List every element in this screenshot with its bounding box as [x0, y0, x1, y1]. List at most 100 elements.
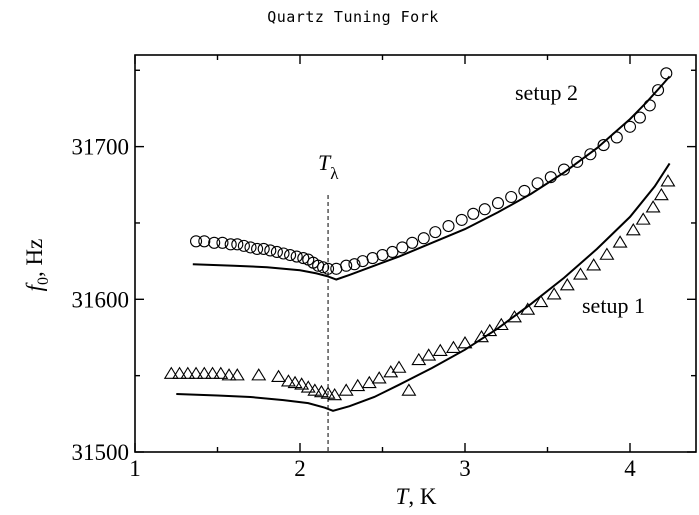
setup1-point: [294, 377, 310, 390]
setup2-point: [597, 139, 610, 152]
setup1-point: [327, 387, 343, 401]
setup2-point: [198, 235, 211, 248]
setup1-point: [445, 340, 461, 353]
setup1-point: [205, 366, 221, 379]
setup1-point: [474, 329, 489, 343]
setup1-point: [350, 378, 366, 392]
model-curve-3: [176, 162, 671, 412]
setup1-point: [221, 368, 237, 381]
setup2-point: [264, 244, 277, 257]
setup2-point: [224, 238, 237, 251]
setup2-point: [251, 242, 264, 255]
setup2-point: [455, 213, 468, 226]
setup1-point: [546, 287, 562, 300]
x-axis-label-unit: , K: [408, 484, 437, 509]
setup1-point: [383, 365, 399, 378]
setup1-point: [188, 366, 204, 379]
setup1-point: [213, 366, 229, 379]
setup2-point: [340, 259, 353, 272]
setup2-point: [290, 250, 303, 263]
setup1-point: [635, 212, 651, 225]
setup1-label: setup 1: [582, 293, 645, 318]
setup1-point: [287, 375, 303, 389]
setup1-point: [411, 352, 427, 366]
setup2-point: [584, 148, 597, 161]
setup2-point: [406, 236, 419, 249]
setup2-point: [348, 258, 361, 271]
setup1-point: [432, 343, 448, 356]
setup1-point: [371, 371, 387, 384]
model-curve-2: [192, 75, 671, 281]
setup1-point: [653, 187, 669, 201]
setup1-point: [391, 360, 407, 373]
setup2-point: [557, 163, 571, 176]
setup2-point: [284, 248, 297, 262]
y-axis-label-unit: , Hz: [22, 239, 47, 277]
y-tick-label: 31500: [72, 440, 130, 465]
y-axis-label-sub: 0: [35, 277, 52, 285]
setup1-point: [401, 383, 417, 396]
setup2-point: [442, 219, 455, 233]
setup2-point: [417, 232, 430, 245]
setup1-point: [280, 374, 296, 387]
x-tick-label: 4: [624, 456, 636, 481]
setup1-point: [573, 267, 588, 280]
setup1-point: [361, 375, 377, 389]
setup2-point: [491, 197, 505, 210]
setup2-point: [467, 207, 480, 220]
x-axis-label: T, K: [396, 484, 437, 509]
plot-frame: [134, 54, 697, 453]
setup2-point: [633, 111, 646, 124]
setup1-point: [482, 323, 498, 337]
setup2-point: [376, 248, 389, 262]
setup1-point: [533, 294, 549, 308]
setup1-point: [457, 336, 473, 349]
setup1-point: [660, 174, 676, 187]
setup2-point: [237, 239, 250, 252]
setup1-point: [180, 366, 196, 379]
setup2-label: setup 2: [515, 80, 578, 105]
setup2-point: [518, 184, 531, 197]
setup1-point: [507, 310, 522, 323]
setup1-point: [300, 380, 316, 393]
x-tick-label: 3: [459, 456, 471, 481]
setup2-point: [270, 245, 283, 259]
t-lambda-main: T: [318, 150, 332, 175]
setup1-point: [338, 383, 354, 396]
setup1-point: [307, 383, 323, 396]
setup2-point: [531, 177, 544, 190]
setup1-point: [172, 366, 188, 379]
setup1-point: [271, 369, 287, 382]
axis-ticks: 1 2 3 4 31500 31600 31700: [72, 55, 696, 481]
setup1-point: [421, 348, 437, 361]
setup2-point: [651, 84, 665, 97]
t-lambda-label: Tλ: [318, 150, 339, 183]
setup1-point: [559, 278, 575, 291]
setup2-point: [643, 99, 656, 112]
x-axis-label-var: T: [396, 484, 411, 509]
setup1-point: [163, 366, 179, 379]
setup1-point: [313, 384, 329, 398]
setup2-point: [660, 67, 673, 80]
setup1-point: [196, 366, 212, 379]
setup2-point: [216, 236, 229, 249]
y-axis-label: f0, Hz: [22, 239, 52, 292]
setup2-point: [505, 190, 518, 204]
setup1-point: [612, 235, 628, 248]
y-tick-label: 31700: [72, 135, 130, 160]
setup2-point: [386, 245, 399, 259]
setup2-point: [396, 241, 409, 254]
data-markers: [163, 67, 676, 401]
model-curves: [176, 75, 671, 412]
setup1-point: [599, 247, 615, 260]
setup2-point: [244, 241, 257, 254]
setup2-point: [277, 247, 290, 260]
setup1-point: [251, 368, 267, 381]
setup2-point: [208, 236, 221, 249]
setup2-point: [610, 131, 623, 144]
y-axis-label-var: f: [22, 281, 47, 291]
setup2-point: [297, 252, 310, 265]
chart-title: Quartz Tuning Fork: [267, 8, 439, 26]
x-tick-label: 2: [294, 456, 306, 481]
